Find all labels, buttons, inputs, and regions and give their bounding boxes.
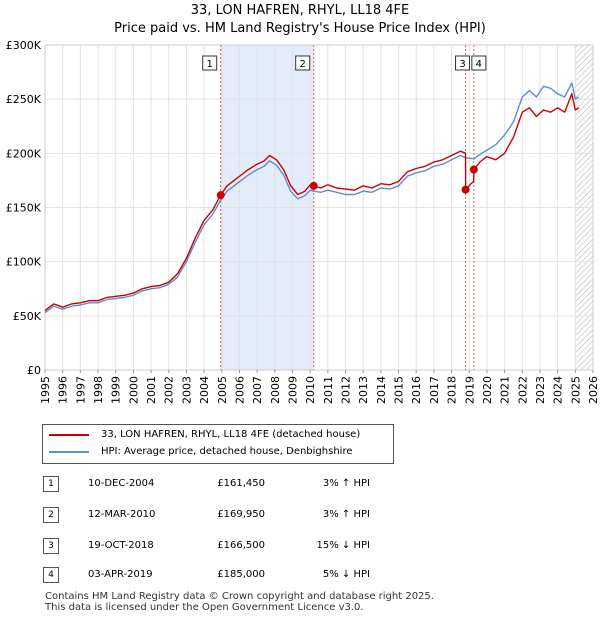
x-tick-label: 2015 xyxy=(393,376,406,404)
sale-point xyxy=(309,181,318,190)
x-tick-label: 2007 xyxy=(251,376,264,404)
x-tick-label: 2012 xyxy=(340,376,353,404)
transaction-date: 19-OCT-2018 xyxy=(88,540,154,551)
x-tick-label: 2017 xyxy=(428,376,441,404)
y-tick-label: £200K xyxy=(6,147,42,160)
transaction-date: 12-MAR-2010 xyxy=(88,509,156,520)
x-tick-label: 2025 xyxy=(569,376,582,404)
x-tick-label: 1995 xyxy=(39,376,52,404)
sale-number-label: 3 xyxy=(459,59,465,70)
transaction-row: 3 19-OCT-2018 £166,500 15% ↓ HPI xyxy=(0,536,600,556)
sale-point xyxy=(216,191,225,200)
legend-property-label: 33, LON HAFREN, RHYL, LL18 4FE (detached… xyxy=(101,429,361,440)
x-tick-label: 2013 xyxy=(357,376,370,404)
sale-number-label: 4 xyxy=(476,59,482,70)
x-tick-label: 2009 xyxy=(286,376,299,404)
transaction-date: 10-DEC-2004 xyxy=(88,478,155,489)
x-tick-label: 2026 xyxy=(587,376,600,404)
legend-property-swatch xyxy=(49,434,89,436)
x-tick-label: 2002 xyxy=(163,376,176,404)
x-tick-label: 1996 xyxy=(57,376,70,404)
x-tick-label: 2011 xyxy=(322,376,335,404)
x-tick-label: 2023 xyxy=(534,376,547,404)
x-tick-label: 1998 xyxy=(92,376,105,404)
transaction-hpi-diff: 15% ↓ HPI xyxy=(316,540,370,551)
transaction-hpi-diff: 3% ↑ HPI xyxy=(322,478,370,489)
x-tick-label: 2008 xyxy=(269,376,282,404)
y-tick-label: £0 xyxy=(27,364,41,377)
transaction-price: £185,000 xyxy=(217,569,265,580)
y-tick-label: £300K xyxy=(6,39,42,52)
x-tick-label: 2016 xyxy=(410,376,423,404)
x-tick-label: 2022 xyxy=(516,376,529,404)
transaction-number: 3 xyxy=(43,538,59,554)
x-tick-label: 2010 xyxy=(304,376,317,404)
footer-line-1: Contains HM Land Registry data © Crown c… xyxy=(45,591,434,602)
x-tick-label: 2006 xyxy=(233,376,246,404)
transaction-number: 2 xyxy=(43,507,59,523)
x-tick-label: 2019 xyxy=(463,376,476,404)
x-tick-label: 2014 xyxy=(375,376,388,404)
x-tick-label: 2004 xyxy=(198,376,211,404)
hpi-line xyxy=(44,82,580,314)
transaction-price: £161,450 xyxy=(217,478,265,489)
transaction-number: 4 xyxy=(43,567,59,583)
transaction-hpi-diff: 5% ↓ HPI xyxy=(322,569,370,580)
x-tick-label: 2003 xyxy=(180,376,193,404)
x-tick-label: 2001 xyxy=(145,376,158,404)
transaction-number: 1 xyxy=(43,476,59,492)
y-tick-label: £250K xyxy=(6,93,42,106)
transaction-hpi-diff: 3% ↑ HPI xyxy=(322,509,370,520)
property-price-line xyxy=(44,93,580,311)
transaction-row: 2 12-MAR-2010 £169,950 3% ↑ HPI xyxy=(0,505,600,525)
footer-line-2: This data is licensed under the Open Gov… xyxy=(45,602,364,613)
footer-credits: Contains HM Land Registry data © Crown c… xyxy=(45,591,434,613)
price-chart: £0 £50K £100K £150K £200K £250K £300K 1995 1996 1… xyxy=(6,39,600,404)
sale-number-label: 1 xyxy=(207,59,213,70)
transaction-row: 4 03-APR-2019 £185,000 5% ↓ HPI xyxy=(0,565,600,585)
transaction-price: £166,500 xyxy=(217,540,265,551)
chart-subtitle: Price paid vs. HM Land Registry's House … xyxy=(114,21,486,36)
chart-legend: 33, LON HAFREN, RHYL, LL18 4FE (detached… xyxy=(42,424,394,464)
sale-number-box xyxy=(295,55,311,71)
sale-point xyxy=(461,185,470,194)
plot-frame xyxy=(44,44,594,371)
sale-number-label: 2 xyxy=(300,59,306,70)
x-tick-label: 2005 xyxy=(216,376,229,404)
transaction-date: 03-APR-2019 xyxy=(88,569,153,580)
y-tick-label: £100K xyxy=(6,256,42,269)
y-tick-label: £150K xyxy=(6,202,42,215)
sale-number-box xyxy=(471,55,487,71)
chart-title: 33, LON HAFREN, RHYL, LL18 4FE xyxy=(190,3,410,18)
x-tick-label: 1999 xyxy=(110,376,123,404)
legend-hpi-label: HPI: Average price, detached house, Denb… xyxy=(101,446,353,457)
sale-number-box xyxy=(202,55,218,71)
x-tick-label: 2000 xyxy=(127,376,140,404)
x-tick-label: 2021 xyxy=(499,376,512,404)
sale-point xyxy=(469,165,478,174)
x-tick-label: 2018 xyxy=(446,376,459,404)
x-tick-label: 1997 xyxy=(74,376,87,404)
transaction-price: £169,950 xyxy=(217,509,265,520)
x-tick-label: 2020 xyxy=(481,376,494,404)
legend-hpi-swatch xyxy=(49,451,89,453)
sale-number-box xyxy=(455,55,471,71)
y-tick-label: £50K xyxy=(13,310,42,323)
transaction-row: 1 10-DEC-2004 £161,450 3% ↑ HPI xyxy=(0,474,600,494)
x-tick-label: 2024 xyxy=(552,376,565,404)
